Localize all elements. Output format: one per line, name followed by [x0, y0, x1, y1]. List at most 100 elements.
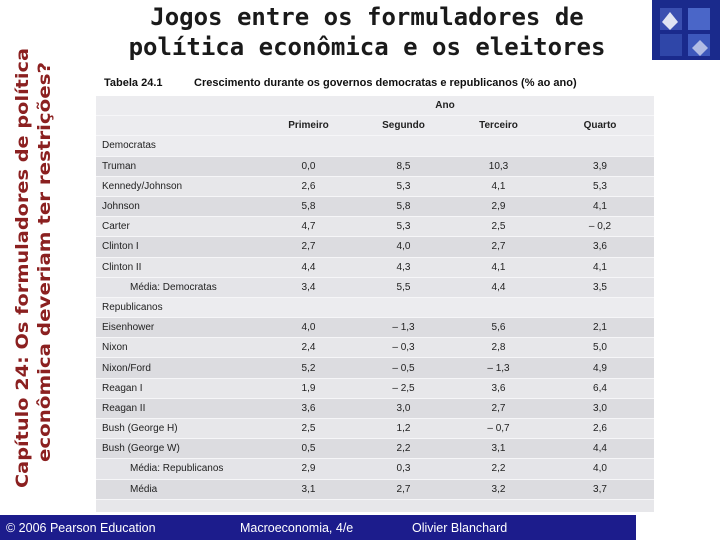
overall-average-row: Média 3,1 2,7 3,2 3,7 [96, 479, 654, 500]
value-cell: 3,6 [593, 241, 607, 253]
value-cell: 5,8 [301, 201, 316, 213]
value-cell: 2,7 [301, 241, 316, 253]
value-cell: 3,6 [491, 382, 506, 394]
table-body: Democratas Truman 0,0 8,5 10,3 3,9 Kennedy/Joh… [96, 136, 654, 500]
row-label: Média: Democratas [130, 281, 217, 293]
value-cell: 4,1 [593, 201, 607, 213]
slide-title: Jogos entre os formuladores de política … [92, 2, 642, 62]
table-row: Nixon/Ford 5,2 – 0,5 – 1,3 4,9 [96, 358, 654, 379]
value-cell: – 1,3 [487, 362, 510, 374]
value-cell: 0,5 [301, 443, 316, 455]
table-row: Carter 4,7 5,3 2,5 – 0,2 [96, 217, 654, 238]
value-cell: – 0,2 [588, 221, 612, 233]
value-cell: 4,4 [491, 281, 506, 293]
row-label: Nixon [102, 342, 128, 354]
table-row: Reagan I 1,9 – 2,5 3,6 6,4 [96, 379, 654, 399]
value-cell: 2,5 [491, 221, 506, 233]
publisher-logo-icon [652, 0, 720, 60]
average-row: Média: Democratas 3,4 5,5 4,4 3,5 [96, 277, 654, 298]
row-label: Média [130, 483, 158, 495]
value-cell: 2,4 [301, 342, 316, 354]
value-cell: – 0,3 [392, 342, 415, 354]
value-cell: 8,5 [396, 160, 411, 172]
value-cell: 5,0 [593, 342, 607, 354]
average-row: Média: Republicanos 2,9 0,3 2,2 4,0 [96, 459, 654, 480]
value-cell: 3,2 [491, 483, 506, 495]
value-cell: 3,7 [593, 483, 607, 495]
row-label: Democratas [102, 140, 156, 152]
value-cell: – 1,3 [392, 322, 415, 334]
value-cell: 2,6 [301, 180, 316, 192]
value-cell: – 0,5 [392, 362, 415, 374]
value-cell: 3,9 [593, 160, 607, 172]
slide-title-line2: política econômica e os eleitores [128, 33, 606, 61]
table-row: Johnson 5,8 5,8 2,9 4,1 [96, 196, 654, 218]
value-cell: 3,1 [491, 443, 506, 455]
row-label: Clinton II [102, 261, 142, 273]
value-cell: 5,2 [301, 362, 316, 374]
value-cell: 0,3 [396, 463, 411, 475]
value-cell: 3,0 [593, 402, 607, 414]
value-cell: 0,0 [301, 160, 316, 172]
row-label: Reagan II [102, 402, 146, 414]
value-cell: 5,3 [593, 180, 607, 192]
side-title-line2: econômica deveriam ter restrições? [35, 62, 54, 462]
value-cell: 4,0 [593, 463, 607, 475]
row-label: Média: Republicanos [130, 463, 224, 475]
value-cell: 2,7 [491, 241, 506, 253]
value-cell: 5,3 [396, 180, 411, 192]
section-header-row: Republicanos [96, 297, 654, 319]
row-label: Republicanos [102, 301, 163, 313]
value-cell: 10,3 [488, 160, 509, 172]
value-cell: 2,5 [301, 423, 316, 435]
value-cell: 5,3 [396, 221, 411, 233]
value-cell: 4,0 [301, 322, 316, 334]
value-cell: 2,7 [396, 483, 411, 495]
side-title-line1: Capítulo 24: Os formuladores de política [13, 48, 32, 488]
row-label: Clinton I [102, 241, 139, 253]
row-label: Kennedy/Johnson [102, 180, 183, 192]
column-header: Terceiro [479, 120, 518, 132]
row-label: Reagan I [102, 382, 143, 394]
table-row: Truman 0,0 8,5 10,3 3,9 [96, 156, 654, 177]
value-cell: 1,2 [396, 423, 411, 435]
growth-table: Tabela 24.1 Crescimento durante os gover… [96, 70, 654, 512]
table-row: Clinton I 2,7 4,0 2,7 3,6 [96, 237, 654, 258]
value-cell: 1,9 [301, 382, 316, 394]
value-cell: 2,2 [396, 443, 411, 455]
value-cell: 4,7 [301, 221, 316, 233]
footer-bar: © 2006 Pearson Education Macroeconomia, … [0, 515, 636, 540]
value-cell: 4,1 [593, 261, 607, 273]
row-label: Truman [102, 160, 137, 172]
value-cell: 4,3 [396, 261, 411, 273]
value-cell: 2,8 [491, 342, 506, 354]
value-cell: – 0,7 [487, 423, 510, 435]
value-cell: 2,7 [491, 402, 506, 414]
row-label: Carter [102, 221, 130, 233]
value-cell: 4,9 [593, 362, 607, 374]
table-group-header-row: Ano [96, 96, 654, 117]
row-label: Johnson [102, 201, 140, 213]
column-header: Quarto [583, 120, 617, 132]
value-cell: 6,4 [593, 382, 607, 394]
row-label: Nixon/Ford [102, 362, 151, 374]
group-header-ano: Ano [435, 100, 455, 112]
value-cell: 2,2 [491, 463, 506, 475]
row-label: Bush (George W) [102, 443, 180, 455]
table-number: Tabela 24.1 [104, 77, 163, 89]
value-cell: 4,1 [491, 261, 506, 273]
value-cell: 4,1 [491, 180, 506, 192]
table-row: Kennedy/Johnson 2,6 5,3 4,1 5,3 [96, 177, 654, 197]
value-cell: 2,6 [593, 423, 607, 435]
table-row: Clinton II 4,4 4,3 4,1 4,1 [96, 258, 654, 278]
value-cell: 3,6 [301, 402, 316, 414]
section-header-row: Democratas [96, 136, 654, 157]
table-caption-text: Crescimento durante os governos democrat… [194, 77, 577, 89]
slide-title-line1: Jogos entre os formuladores de [150, 3, 584, 31]
table-row: Nixon 2,4 – 0,3 2,8 5,0 [96, 338, 654, 359]
value-cell: 2,1 [593, 322, 607, 334]
table-row: Reagan II 3,6 3,0 2,7 3,0 [96, 398, 654, 419]
value-cell: 4,4 [593, 443, 607, 455]
row-label: Bush (George H) [102, 423, 178, 435]
table-row: Bush (George H) 2,5 1,2 – 0,7 2,6 [96, 419, 654, 440]
